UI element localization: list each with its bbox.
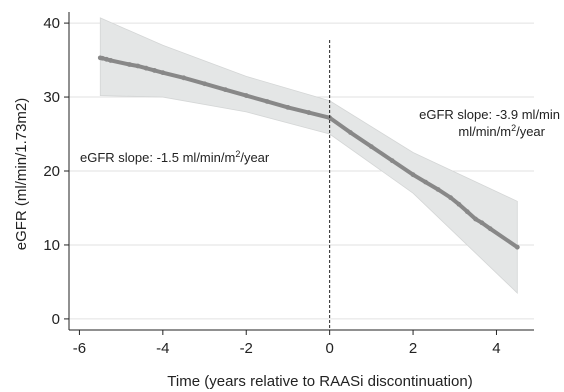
data-point <box>202 81 207 87</box>
x-tick-label: -4 <box>156 340 169 357</box>
data-point <box>348 130 353 135</box>
x-tick-label: 0 <box>325 340 333 357</box>
y-tick-label: 10 <box>43 237 60 254</box>
x-axis-title: Time (years relative to RAASi discontinu… <box>167 373 472 390</box>
x-tick-label: -2 <box>240 340 253 357</box>
y-tick-label: 30 <box>43 89 60 106</box>
pre-slope-annotation: eGFR slope: -1.5 ml/min/m2/year <box>80 149 270 165</box>
data-point <box>152 68 157 73</box>
data-point <box>181 75 187 81</box>
data-point <box>389 158 395 164</box>
data-point <box>135 63 141 69</box>
data-point <box>514 244 520 250</box>
x-tick-label: 2 <box>409 340 417 357</box>
data-point <box>104 56 109 62</box>
data-point <box>264 99 270 104</box>
data-point <box>108 58 114 63</box>
x-axis-ticks: -6 -4 -2 0 2 4 <box>73 330 501 357</box>
data-point <box>99 55 105 61</box>
data-points <box>97 55 520 250</box>
data-point <box>435 187 441 192</box>
y-tick-label: 40 <box>43 15 60 32</box>
data-point <box>423 179 428 185</box>
data-point <box>160 70 166 76</box>
data-point <box>410 172 416 178</box>
y-tick-label: 0 <box>52 311 60 328</box>
data-point <box>368 144 374 149</box>
data-point <box>143 65 149 71</box>
data-point <box>473 216 479 222</box>
data-point <box>456 201 462 207</box>
x-tick-label: -6 <box>73 340 86 357</box>
y-tick-label: 20 <box>43 163 60 180</box>
data-point <box>448 195 453 201</box>
data-point <box>243 93 249 98</box>
data-point <box>464 209 470 215</box>
data-point <box>127 62 132 67</box>
data-point <box>479 220 485 226</box>
confidence-band <box>99 17 518 294</box>
x-tick-label: 4 <box>492 340 500 357</box>
post-slope-annotation-line1: eGFR slope: -3.9 ml/min <box>419 107 560 122</box>
data-point <box>487 226 493 232</box>
y-axis-title: eGFR (ml/min/1.73m2) <box>13 98 30 251</box>
y-axis-ticks: 0 10 20 30 40 <box>43 15 69 328</box>
data-point <box>222 87 228 93</box>
data-point <box>285 105 291 110</box>
data-point <box>306 110 312 115</box>
post-slope-annotation-line2: ml/min/m2/year <box>458 123 545 139</box>
